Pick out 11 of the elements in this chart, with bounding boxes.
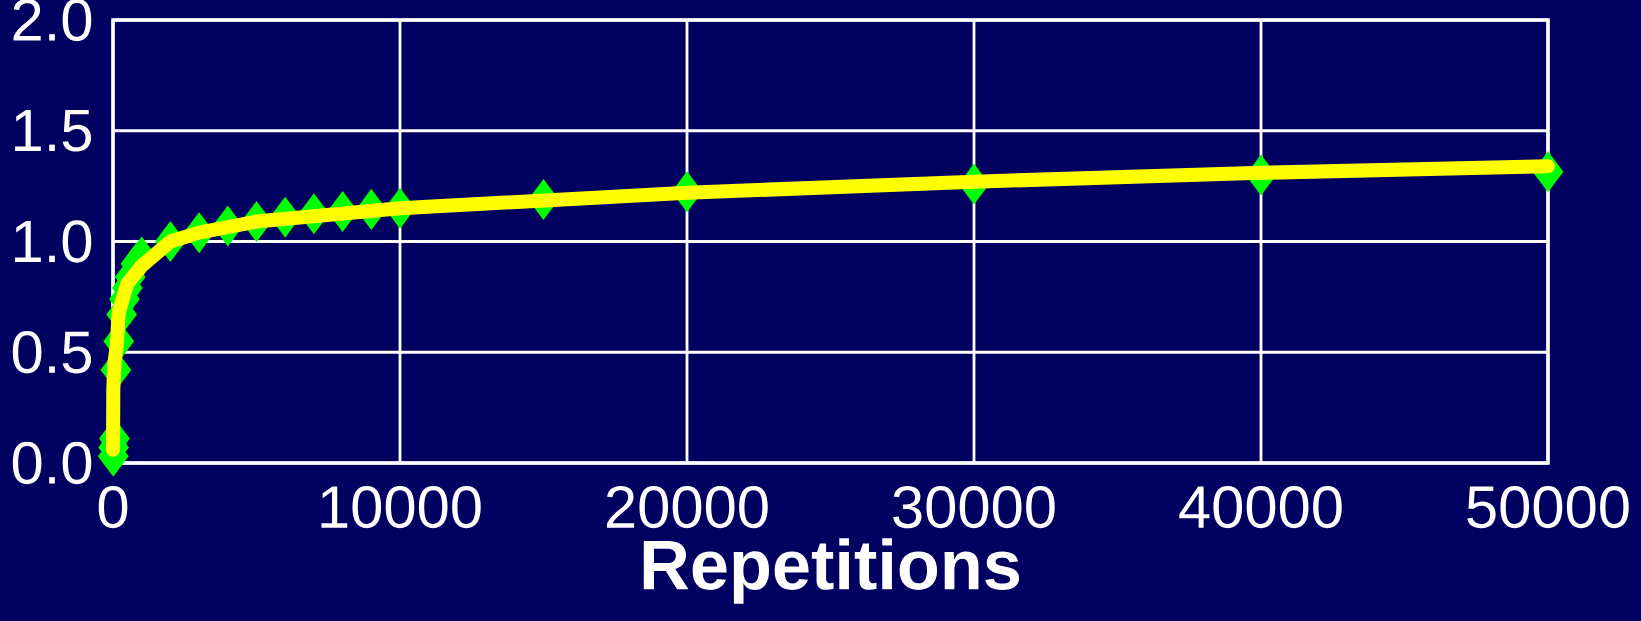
y-tick-label: 1.5 xyxy=(15,109,92,152)
y-tick-label: 0.0 xyxy=(12,441,92,485)
x-tick-label: 0 xyxy=(98,485,128,529)
x-tick-label: 20000 xyxy=(606,485,768,529)
x-tick-label: 50000 xyxy=(1467,485,1629,529)
y-tick-label: 1.0 xyxy=(15,220,92,263)
x-axis-title: Repetitions xyxy=(643,538,1019,604)
y-tick-label: 0.5 xyxy=(12,331,92,374)
x-tick-label: 30000 xyxy=(893,485,1055,529)
x-tick-label: 10000 xyxy=(321,485,481,529)
x-tick-label: 40000 xyxy=(1179,485,1342,529)
